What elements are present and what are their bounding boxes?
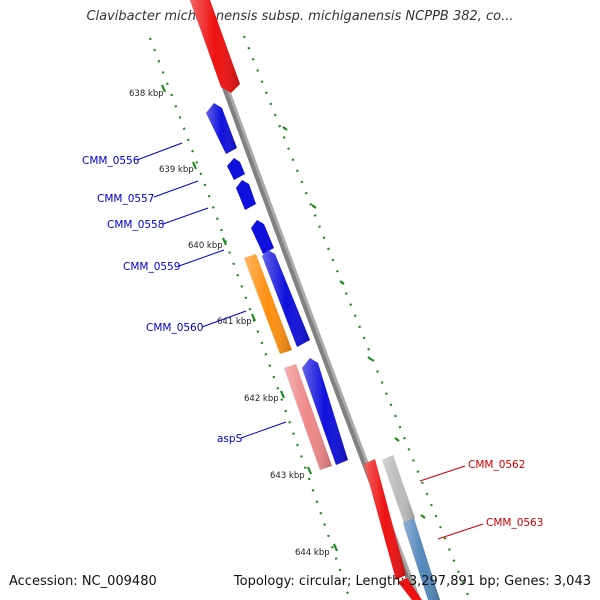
gene-label-cmm-0556[interactable]: CMM_0556 bbox=[82, 155, 140, 167]
gene-label-cmm-0560[interactable]: CMM_0560 bbox=[146, 322, 203, 334]
gene-label-cmm-0557[interactable]: CMM_0557 bbox=[97, 193, 154, 205]
label-leaders-forward bbox=[136, 142, 287, 439]
accession-text: Accession: NC_009480 bbox=[9, 574, 157, 589]
gene-feature[interactable] bbox=[302, 358, 348, 465]
kbp-tick-label: 644 kbp bbox=[295, 548, 330, 558]
gene-feature[interactable] bbox=[190, 0, 240, 93]
gene-feature-cmm-0558[interactable] bbox=[236, 180, 256, 210]
gene-label-cmm-0558[interactable]: CMM_0558 bbox=[107, 219, 164, 231]
kbp-tick-label: 640 kbp bbox=[188, 241, 223, 251]
major-ticks-left bbox=[160, 84, 339, 552]
gene-label-cmm-0562[interactable]: CMM_0562 bbox=[468, 459, 525, 471]
gene-label-asps[interactable]: aspS bbox=[217, 433, 243, 445]
kbp-tick-label: 642 kbp bbox=[244, 394, 279, 404]
gene-feature-cmm-0560[interactable] bbox=[244, 254, 292, 354]
label-leaders-reverse bbox=[419, 465, 484, 540]
gene-feature-asps[interactable] bbox=[284, 364, 332, 470]
gene-label-cmm-0559[interactable]: CMM_0559 bbox=[123, 261, 180, 273]
map-title: Clavibacter michiganensis subsp. michiga… bbox=[86, 9, 514, 24]
kbp-tick-label: 638 kbp bbox=[129, 89, 164, 99]
gene-label-cmm-0563[interactable]: CMM_0563 bbox=[486, 517, 543, 529]
tick-track-left bbox=[148, 37, 352, 600]
topology-text: Topology: circular; Length: 3,297,891 bp… bbox=[233, 574, 591, 589]
major-ticks-right bbox=[282, 126, 426, 519]
gene-feature-cmm-0557[interactable] bbox=[227, 158, 245, 180]
kbp-tick-label: 641 kbp bbox=[217, 317, 252, 327]
gene-feature-cmm-0563[interactable] bbox=[403, 518, 440, 600]
gene-feature[interactable] bbox=[364, 459, 422, 600]
kbp-tick-label: 639 kbp bbox=[159, 165, 194, 175]
kbp-tick-label: 643 kbp bbox=[270, 471, 305, 481]
gene-feature[interactable] bbox=[262, 250, 310, 347]
gene-feature-cmm-0556[interactable] bbox=[206, 103, 237, 154]
gene-feature-cmm-0562[interactable] bbox=[382, 455, 415, 523]
gene-feature-cmm-0559[interactable] bbox=[251, 220, 274, 254]
